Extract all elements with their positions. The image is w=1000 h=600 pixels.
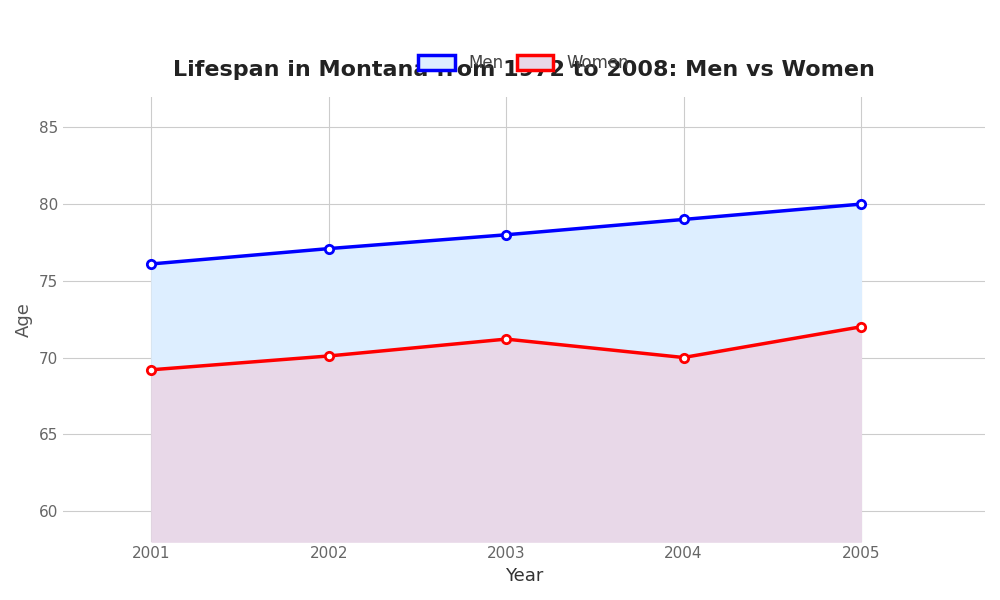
Legend: Men, Women: Men, Women xyxy=(412,47,636,79)
Y-axis label: Age: Age xyxy=(15,302,33,337)
Title: Lifespan in Montana from 1972 to 2008: Men vs Women: Lifespan in Montana from 1972 to 2008: M… xyxy=(173,60,875,80)
X-axis label: Year: Year xyxy=(505,567,543,585)
